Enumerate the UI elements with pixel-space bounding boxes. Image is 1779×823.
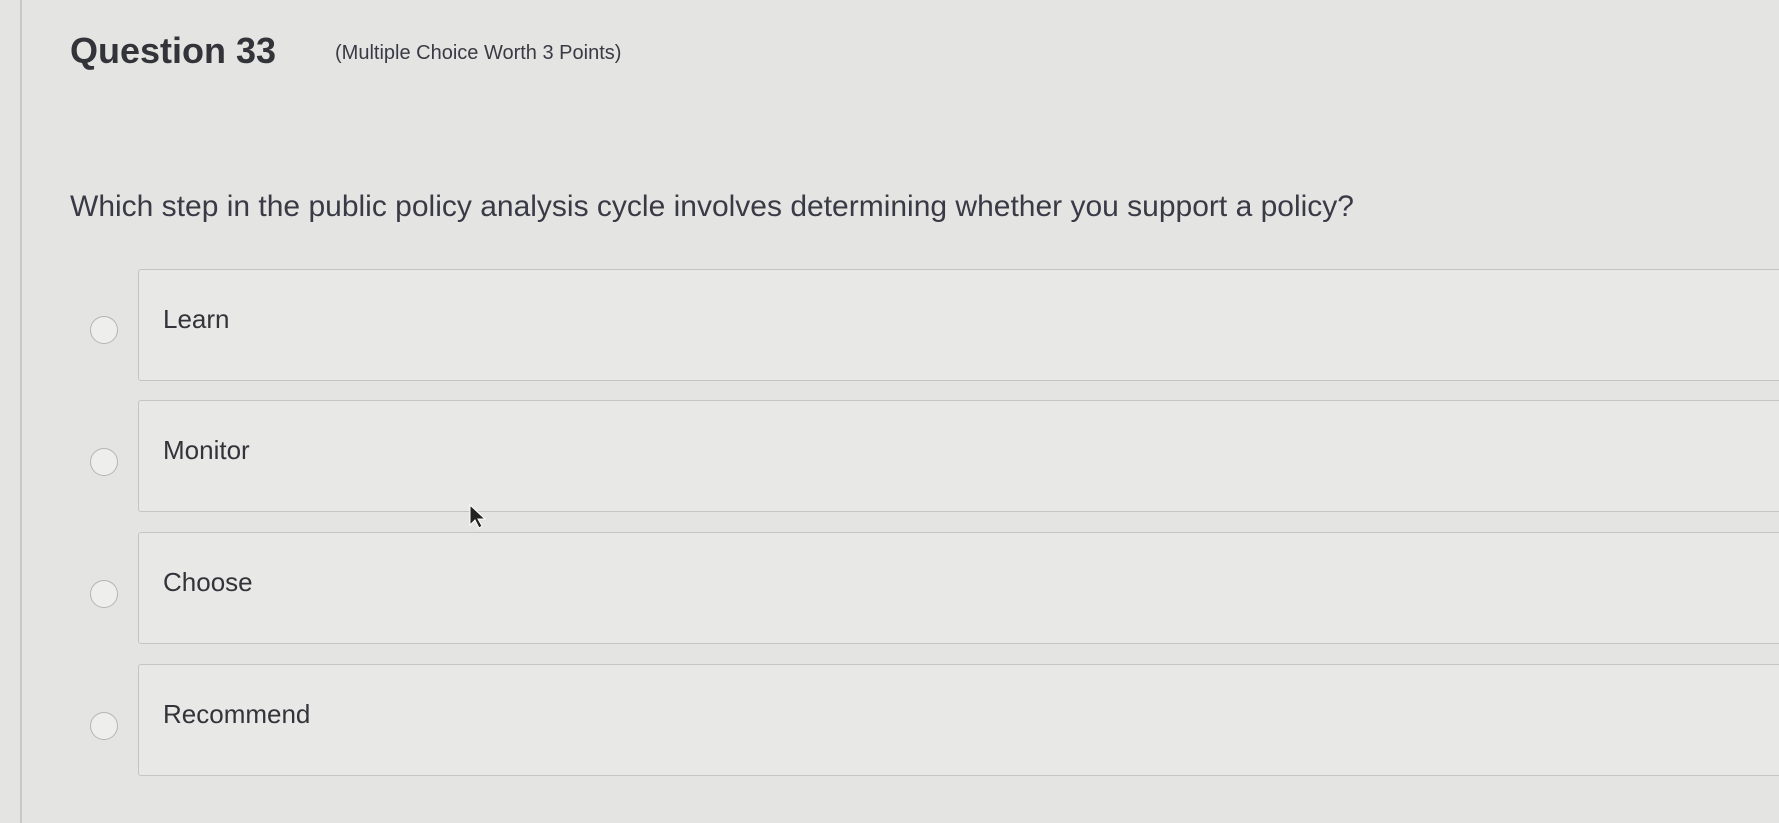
option-choose[interactable]: Choose	[138, 532, 1779, 644]
option-learn[interactable]: Learn	[138, 269, 1779, 381]
option-monitor[interactable]: Monitor	[138, 400, 1779, 512]
option-label: Choose	[163, 567, 253, 597]
question-subtitle: (Multiple Choice Worth 3 Points)	[335, 42, 622, 64]
radio-monitor[interactable]	[90, 448, 118, 476]
option-recommend[interactable]: Recommend	[138, 664, 1779, 776]
option-label: Learn	[163, 304, 230, 334]
mouse-pointer-icon	[468, 503, 488, 534]
radio-recommend[interactable]	[90, 712, 118, 740]
left-border	[20, 0, 22, 823]
question-text: Which step in the public policy analysis…	[70, 190, 1354, 223]
option-label: Recommend	[163, 699, 311, 729]
radio-learn[interactable]	[90, 316, 118, 344]
option-label: Monitor	[163, 435, 250, 465]
question-title: Question 33	[70, 30, 277, 71]
radio-choose[interactable]	[90, 580, 118, 608]
